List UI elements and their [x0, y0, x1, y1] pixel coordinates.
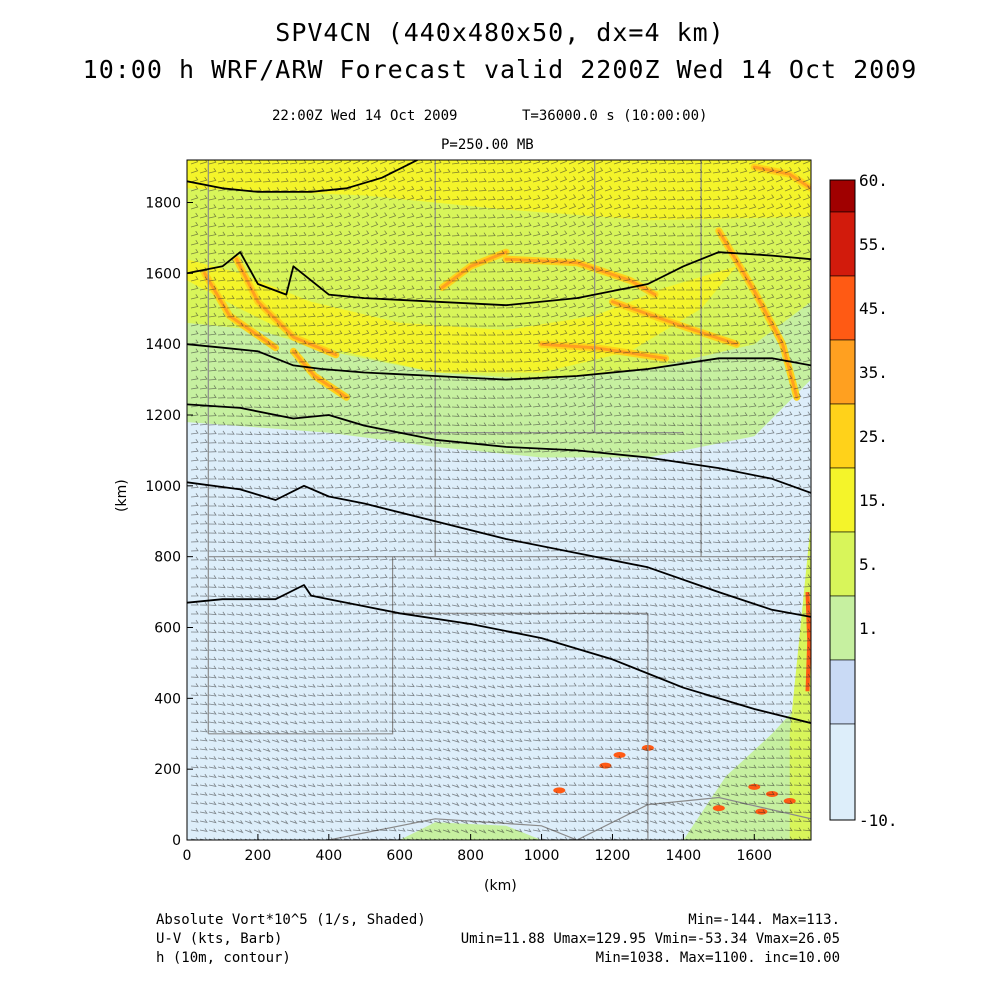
y-axis-label: (km): [114, 479, 130, 512]
x-tick-label: 200: [245, 848, 272, 864]
wind-barbs: [190, 160, 811, 840]
convective-cell: [553, 787, 566, 794]
vorticity-field: [187, 160, 811, 840]
colorbar-swatch: [829, 211, 856, 277]
colorbar-label: -10.: [859, 811, 898, 830]
plot-frame: [186, 159, 812, 841]
jet-streak-core: [504, 257, 657, 297]
x-tick-label: 600: [386, 848, 413, 864]
height-contours: [187, 160, 811, 724]
footer-field-wind: U-V (kts, Barb): [156, 931, 283, 947]
height-contour: [187, 584, 811, 724]
x-tick-label: 0: [183, 848, 192, 864]
jet-streak-core: [440, 250, 508, 289]
convective-cell: [613, 752, 626, 758]
colorbar-label: 15.: [859, 491, 888, 510]
colorbar-label: 25.: [859, 427, 888, 446]
colorbar-label: 1.: [859, 619, 878, 638]
convective-cell: [783, 798, 796, 805]
y-tick-label: 800: [154, 550, 181, 566]
colorbar: 60. 55. 45. 35. 25. 15. 5. 1. -10.: [829, 171, 898, 830]
convective-cell: [712, 805, 725, 812]
x-tick-label: 1200: [595, 848, 631, 864]
colorbar-swatch: [829, 659, 856, 725]
axes: 0 200 400 600 800 1000 1200 1400 1600 0 200 400 600 8…: [145, 196, 772, 865]
colorbar-label: 45.: [859, 299, 888, 318]
field-green-south: [399, 822, 542, 840]
colorbar-frame: [829, 179, 856, 821]
jet-streak-core: [203, 271, 278, 350]
colorbar-label: 5.: [859, 555, 878, 574]
height-contour: [187, 343, 811, 381]
y-tick-label: 1200: [145, 408, 181, 424]
field-east-edge: [789, 521, 811, 840]
colorbar-swatch: [829, 179, 856, 213]
valid-time-label: 22:00Z Wed 14 Oct 2009: [272, 108, 458, 124]
colorbar-swatch: [829, 275, 856, 341]
colorbar-swatch: [829, 339, 856, 405]
colorbar-swatch: [829, 723, 856, 821]
y-tick-label: 1800: [145, 196, 181, 212]
x-tick-label: 1600: [736, 848, 772, 864]
colorbar-swatch: [829, 595, 856, 661]
y-tick-label: 400: [154, 691, 181, 707]
footer-field-height: h (10m, contour): [156, 950, 291, 966]
jet-streak-core: [717, 229, 799, 399]
convective-cell: [766, 790, 778, 797]
height-contour: [187, 160, 418, 193]
footer-vorticity-stats: Min=-144. Max=113.: [688, 912, 840, 928]
field-green-southeast: [683, 691, 811, 840]
x-tick-label: 400: [315, 848, 342, 864]
colorbar-label: 35.: [859, 363, 888, 382]
plot-title: SPV4CN (440x480x50, dx=4 km): [275, 18, 725, 47]
y-tick-label: 0: [172, 833, 181, 849]
jet-streak-core: [611, 300, 738, 346]
y-tick-label: 600: [154, 621, 181, 637]
jet-streak-core: [752, 165, 811, 190]
height-contour: [187, 403, 811, 494]
jet-streak-core: [291, 349, 348, 399]
footer-height-stats: Min=1038. Max=1100. inc=10.00: [595, 950, 840, 966]
state-boundaries: [207, 160, 811, 840]
pressure-level-label: P=250.00 MB: [441, 137, 534, 153]
field-yellow-band: [187, 259, 737, 373]
x-tick-label: 800: [457, 848, 484, 864]
y-tick-label: 1400: [145, 337, 181, 353]
x-tick-label: 1400: [666, 848, 702, 864]
convective-cell: [755, 808, 768, 815]
wind-barb-field: [190, 160, 811, 840]
y-tick-label: 1000: [145, 479, 181, 495]
colorbar-swatch: [829, 403, 856, 469]
x-axis-label: (km): [484, 878, 517, 894]
x-tick-label: 1000: [524, 848, 560, 864]
colorbar-swatch: [829, 467, 856, 533]
colorbar-label: 55.: [859, 235, 888, 254]
jet-streak-core: [235, 257, 338, 357]
y-tick-label: 200: [154, 762, 181, 778]
colorbar-swatch: [829, 531, 856, 597]
footer-field-vorticity: Absolute Vort*10^5 (1/s, Shaded): [156, 912, 426, 928]
colorbar-label: 60.: [859, 171, 888, 190]
sim-time-label: T=36000.0 s (10:00:00): [522, 108, 708, 124]
height-contour: [187, 251, 811, 307]
y-tick-label: 1600: [145, 266, 181, 282]
footer-wind-stats: Umin=11.88 Umax=129.95 Vmin=-53.34 Vmax=…: [460, 931, 840, 947]
state-boundary: [208, 556, 394, 735]
height-contour: [187, 481, 811, 618]
state-boundary: [328, 818, 578, 840]
plot-subtitle: 10:00 h WRF/ARW Forecast valid 2200Z Wed…: [82, 55, 918, 84]
east-edge-streak: [805, 592, 811, 692]
